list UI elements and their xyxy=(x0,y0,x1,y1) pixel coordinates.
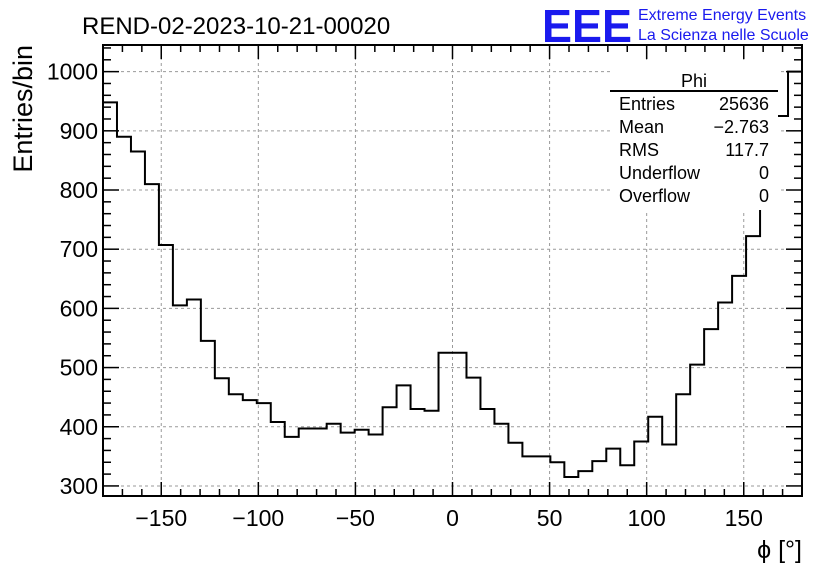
run-title: REND-02-2023-10-21-00020 xyxy=(82,13,390,40)
y-tick-label: 800 xyxy=(60,177,98,203)
y-tick-label: 500 xyxy=(60,355,98,381)
eee-logo: EEE xyxy=(542,0,632,52)
stats-box-background xyxy=(610,62,778,210)
logo-line-1: Extreme Energy Events xyxy=(638,7,806,24)
y-tick-labels: 300 400 500 600 700 800 900 1000 xyxy=(47,59,98,499)
x-tick-label: 100 xyxy=(627,505,665,531)
logo-line-2: La Scienza nelle Scuole xyxy=(638,27,809,44)
x-tick-label: 0 xyxy=(446,505,459,531)
stats-value: 0 xyxy=(759,186,769,206)
y-tick-label: 600 xyxy=(60,295,98,321)
stats-label: Underflow xyxy=(619,163,701,183)
histogram-line xyxy=(103,70,802,479)
y-tick-label: 900 xyxy=(60,118,98,144)
x-tick-label: −150 xyxy=(135,505,187,531)
y-tick-label: 400 xyxy=(60,414,98,440)
stats-label: Entries xyxy=(619,94,675,114)
plot-frame xyxy=(102,44,803,497)
stats-label: Mean xyxy=(619,117,664,137)
axis-ticks xyxy=(103,45,802,496)
y-tick-label: 700 xyxy=(60,236,98,262)
y-tick-label: 300 xyxy=(60,473,98,499)
x-tick-label: 150 xyxy=(725,505,763,531)
stats-value: 117.7 xyxy=(725,140,769,160)
y-axis-label: Entries/bin xyxy=(8,45,38,173)
y-tick-label: 1000 xyxy=(47,59,98,85)
stats-label: RMS xyxy=(619,140,659,160)
stats-title: Phi xyxy=(681,71,707,91)
x-axis-label: ϕ [°] xyxy=(757,536,802,564)
stats-value: −2.763 xyxy=(713,117,769,137)
stats-box: Phi Entries 25636 Mean −2.763 RMS 117.7 … xyxy=(610,62,778,210)
stats-label: Overflow xyxy=(619,186,691,206)
x-tick-label: −50 xyxy=(336,505,375,531)
x-tick-label: 50 xyxy=(537,505,563,531)
stats-value: 25636 xyxy=(719,94,769,114)
x-tick-label: −100 xyxy=(232,505,284,531)
stats-value: 0 xyxy=(759,163,769,183)
x-tick-labels: −150 −100 −50 0 50 100 150 xyxy=(135,505,763,531)
